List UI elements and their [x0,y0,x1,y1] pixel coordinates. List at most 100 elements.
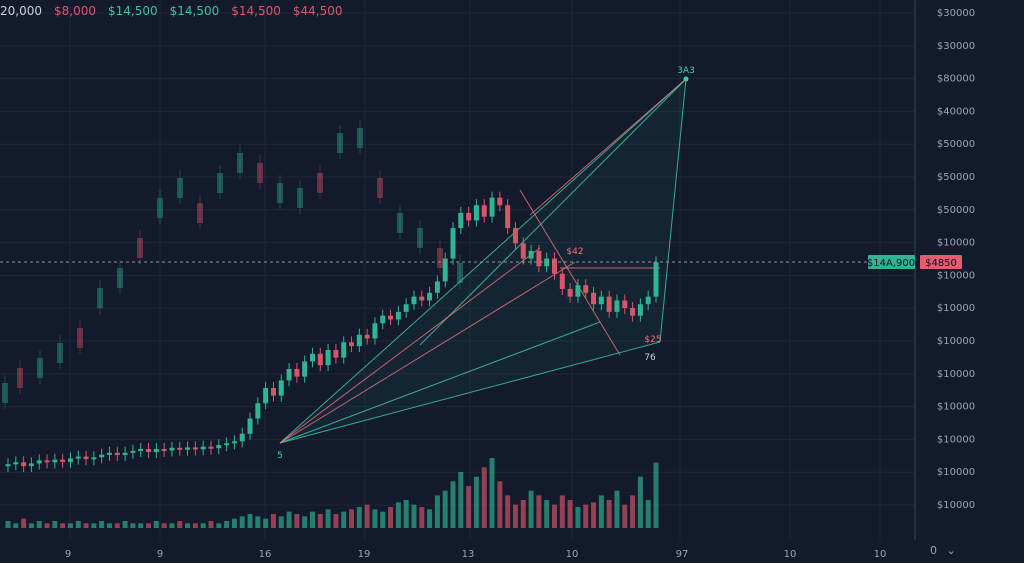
bg-candle [277,183,283,203]
volume-bar [544,500,550,528]
volume-bar [216,523,222,528]
volume-bar [622,504,628,528]
candle-body [278,380,284,396]
ticker-item: $44,500 [292,4,343,18]
candle-body [286,368,292,381]
candle-body [450,228,456,259]
volume-bar [239,516,245,528]
x-axis-label: 97 [676,549,689,559]
volume-bar [575,507,581,528]
candle-body [466,212,472,221]
volume-bar [598,495,604,528]
bg-candle [417,228,423,248]
volume-bar [153,521,159,528]
fan-line [529,78,687,216]
volume-bar [528,490,534,528]
grid-lines [0,0,915,540]
point-label: $42 [566,247,583,257]
volume-bar [591,502,597,528]
price-tag-left: $14A,900 [867,255,915,269]
axis-control[interactable]: 0 ⌄ [930,544,956,557]
bg-candle [57,343,63,363]
fan-line [659,78,687,343]
volume-bar [653,462,659,528]
x-axis-labels: 9 9 16 19 13 10 97 10 10 [65,549,887,560]
bg-candle [357,128,363,148]
candle-body [52,459,58,463]
volume-bar [419,507,425,528]
volume-bar [349,509,355,528]
volume-bar [341,511,347,528]
volume-bar [442,490,448,528]
volume-bar [114,523,120,528]
candle-body [130,450,136,453]
y-axis-label: $10000 [937,500,975,511]
bg-candle [257,163,263,183]
bg-candle [317,173,323,193]
candle-body [200,446,206,450]
candle-body [583,285,589,293]
candle-body [44,460,50,463]
candle-body [598,296,604,305]
bg-candle [177,178,183,198]
candle-body [458,212,464,229]
volume-bar [325,509,331,528]
candle-body [270,388,276,396]
candle-body [427,292,433,301]
bg-candle [137,238,143,258]
x-axis-label: 10 [784,549,797,559]
candle-body [497,197,503,206]
volume-bar [606,500,612,528]
bg-candle [17,368,23,388]
volume-bar [567,500,573,528]
candle-body [255,403,261,419]
volume-bar [75,521,81,528]
y-axis-label: $50000 [937,172,975,183]
candle-body [75,456,81,459]
bg-candle [297,188,303,208]
volume-bar [489,458,495,528]
bg-candle [237,153,243,173]
candle-body [99,454,105,458]
candle-body [317,353,323,366]
candle-body [364,334,370,339]
bg-candle [37,358,43,378]
apex-point [683,76,689,82]
candle-body [192,447,198,450]
bg-candle [97,288,103,308]
chevron-down-icon[interactable]: ⌄ [946,544,956,557]
candle-body [28,463,34,467]
price-tag-left-text: $14A,900 [867,258,915,269]
candle-body [528,250,534,259]
fan-line [279,341,661,444]
bg-candle [117,268,123,288]
candle-body [114,452,120,456]
volume-bar [481,467,487,528]
volume-bar [99,521,105,528]
candle-body [153,448,159,453]
volume-bar [411,504,417,528]
volume-bar [263,518,269,528]
bg-candle [437,248,443,268]
candle-body [419,296,425,301]
candle-body [653,262,659,297]
candle-body [606,296,612,312]
candle-body [567,289,573,297]
volume-bars [5,458,659,528]
y-axis-label: $10000 [937,270,975,281]
y-axis-label: $30000 [937,41,975,52]
price-tag-right: $4850 [920,255,962,269]
volume-bar [403,500,409,528]
y-axis-labels: $30000 $30000 $80000 $40000 $50000 $50000 $500… [937,8,975,511]
volume-bar [208,521,214,528]
candle-body [239,433,245,442]
candle-body [216,445,222,449]
volume-bar [91,523,97,528]
candle-body [489,197,495,217]
candle-body [512,228,518,244]
x-axis-label: 16 [259,549,272,559]
candle-body [536,250,542,267]
candle-body [185,447,191,450]
